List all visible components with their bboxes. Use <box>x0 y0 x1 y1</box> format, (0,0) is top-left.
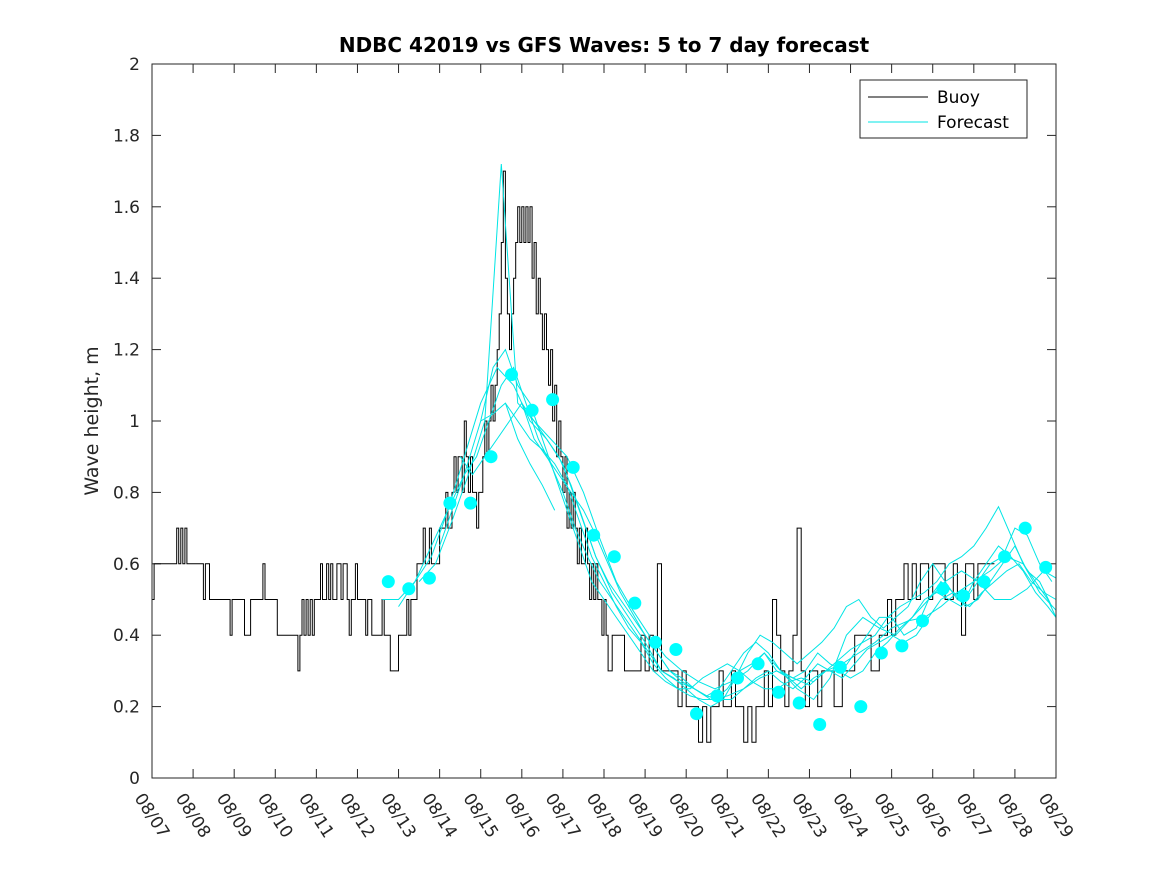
forecast-point <box>792 696 806 710</box>
y-tick-label: 1.2 <box>113 341 140 361</box>
forecast-series-line-6 <box>504 402 556 511</box>
forecast-point <box>854 700 868 714</box>
forecast-point <box>546 393 560 407</box>
forecast-point <box>587 528 601 542</box>
forecast-point <box>607 550 621 564</box>
forecast-point <box>895 639 909 653</box>
y-tick-label: 2 <box>129 55 140 75</box>
forecast-point <box>751 657 765 671</box>
forecast-point <box>443 496 457 510</box>
forecast-point <box>669 643 683 656</box>
forecast-point <box>977 575 991 589</box>
forecast-point <box>402 582 416 596</box>
chart-title: NDBC 42019 vs GFS Waves: 5 to 7 day fore… <box>339 33 870 57</box>
forecast-point <box>772 685 786 699</box>
y-axis-label: Wave height, m <box>81 346 103 495</box>
y-tick-label: 1.6 <box>113 198 140 218</box>
legend-box <box>859 79 1028 139</box>
forecast-marker-layer <box>381 368 1053 731</box>
forecast-point <box>998 550 1012 564</box>
buoy-series-line <box>152 170 995 743</box>
forecast-point <box>690 707 703 721</box>
y-tick-label: 0.4 <box>113 626 140 646</box>
buoy-layer <box>152 170 995 743</box>
forecast-point <box>916 614 929 628</box>
y-tick-label: 1.8 <box>113 126 140 146</box>
forecast-point <box>505 368 518 382</box>
forecast-point <box>874 646 888 660</box>
y-tick-label: 0.2 <box>113 698 140 718</box>
forecast-point <box>648 635 662 649</box>
y-tick-label: 1 <box>129 412 140 432</box>
legend: Buoy Forecast <box>859 79 1028 139</box>
plot-content <box>152 163 1057 743</box>
forecast-point <box>710 689 724 703</box>
forecast-point <box>628 596 642 610</box>
forecast-point <box>833 660 847 674</box>
forecast-point <box>1039 560 1053 574</box>
forecast-point <box>936 582 950 596</box>
forecast-point <box>731 671 744 685</box>
forecast-point <box>484 450 498 464</box>
forecast-series-line-3 <box>439 366 1057 708</box>
legend-forecast-label: Forecast <box>937 113 1009 133</box>
forecast-point <box>566 460 580 474</box>
forecast-point <box>422 571 436 585</box>
y-axis-ticks: 0 0.2 0.4 0.6 0.8 1 1.2 1.4 1.6 1.8 2 <box>113 55 1056 789</box>
forecast-point <box>525 403 539 417</box>
forecast-point <box>464 496 477 510</box>
forecast-point <box>957 589 970 603</box>
forecast-point <box>381 575 395 589</box>
forecast-point <box>1018 521 1032 535</box>
y-tick-label: 0 <box>129 769 140 789</box>
forecast-series-line-5 <box>480 402 1057 700</box>
y-tick-label: 1.4 <box>113 269 140 289</box>
y-tick-label: 0.8 <box>113 483 140 503</box>
axes-box <box>151 63 1057 779</box>
y-tick-label: 0.6 <box>113 555 140 575</box>
forecast-point <box>813 718 827 731</box>
plot-area <box>152 64 1056 778</box>
legend-buoy-label: Buoy <box>937 88 980 108</box>
